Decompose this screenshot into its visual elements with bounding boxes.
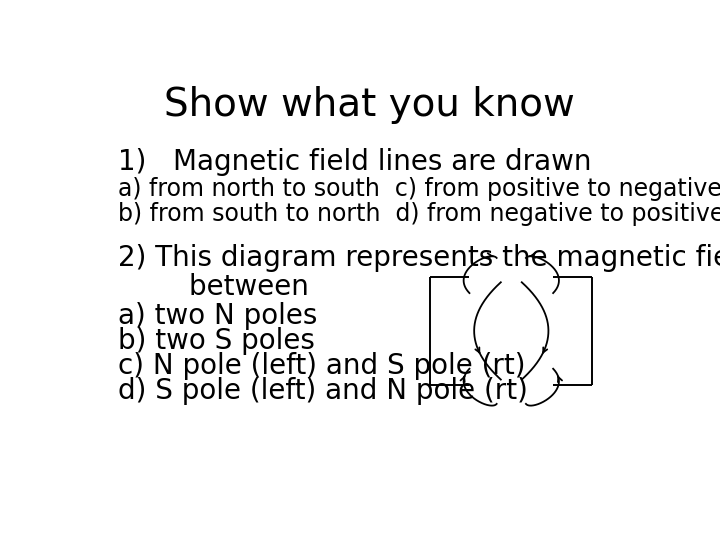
Text: 1)   Magnetic field lines are drawn: 1) Magnetic field lines are drawn bbox=[118, 148, 591, 176]
Text: b) two S poles: b) two S poles bbox=[118, 327, 315, 355]
Text: 2) This diagram represents the magnetic field: 2) This diagram represents the magnetic … bbox=[118, 244, 720, 272]
Text: b) from south to north  d) from negative to positive: b) from south to north d) from negative … bbox=[118, 202, 720, 226]
Text: c) N pole (left) and S pole (rt): c) N pole (left) and S pole (rt) bbox=[118, 352, 526, 380]
Text: d) S pole (left) and N pole (rt): d) S pole (left) and N pole (rt) bbox=[118, 377, 528, 404]
Text: a) two N poles: a) two N poles bbox=[118, 302, 318, 330]
Text: a) from north to south  c) from positive to negative: a) from north to south c) from positive … bbox=[118, 177, 720, 201]
Text: between: between bbox=[118, 273, 309, 301]
Text: Show what you know: Show what you know bbox=[163, 85, 575, 124]
